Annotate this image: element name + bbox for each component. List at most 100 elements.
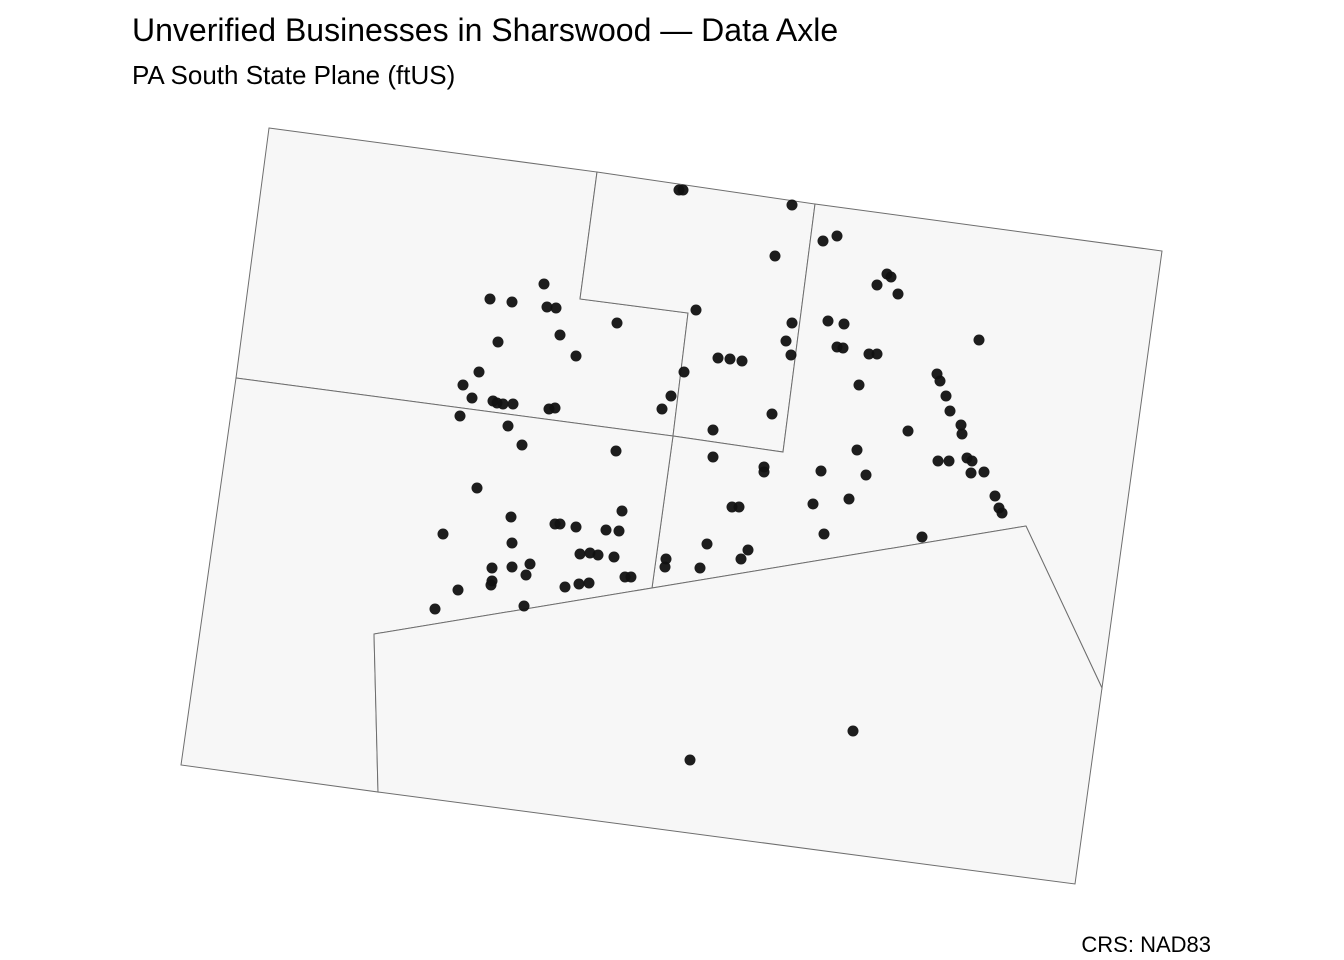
business-point — [694, 562, 706, 574]
business-point — [570, 350, 582, 362]
crs-caption: CRS: NAD83 — [1081, 932, 1211, 957]
business-point — [847, 725, 859, 737]
business-point — [736, 355, 748, 367]
business-point — [978, 466, 990, 478]
map-title: Unverified Businesses in Sharswood — Dat… — [132, 12, 839, 48]
business-point — [712, 352, 724, 364]
business-point — [701, 538, 713, 550]
business-point — [724, 353, 736, 365]
business-point — [549, 402, 561, 414]
business-point — [817, 235, 829, 247]
business-point — [940, 390, 952, 402]
business-point — [780, 335, 792, 347]
business-point — [518, 600, 530, 612]
business-point — [573, 578, 585, 590]
business-point — [608, 551, 620, 563]
tract-south — [373, 525, 1103, 885]
business-point — [502, 420, 514, 432]
business-point — [996, 507, 1008, 519]
business-point — [871, 279, 883, 291]
business-point — [785, 349, 797, 361]
business-point — [932, 455, 944, 467]
business-point — [735, 553, 747, 565]
tract-layer — [180, 127, 1163, 885]
business-point — [838, 318, 850, 330]
business-point — [497, 398, 509, 410]
business-point — [592, 549, 604, 561]
business-point — [541, 301, 553, 313]
business-point — [613, 525, 625, 537]
business-point — [524, 558, 536, 570]
business-point — [554, 329, 566, 341]
business-point — [452, 584, 464, 596]
business-point — [831, 230, 843, 242]
business-point — [600, 524, 612, 536]
business-point — [973, 334, 985, 346]
business-point — [559, 581, 571, 593]
business-point — [610, 445, 622, 457]
business-point — [520, 569, 532, 581]
business-point — [684, 754, 696, 766]
business-point — [466, 392, 478, 404]
business-point — [678, 366, 690, 378]
business-point — [892, 288, 904, 300]
business-point — [660, 553, 672, 565]
business-point — [484, 293, 496, 305]
business-point — [863, 348, 875, 360]
business-point — [944, 405, 956, 417]
business-point — [473, 366, 485, 378]
business-point — [837, 342, 849, 354]
business-point — [934, 375, 946, 387]
business-point — [766, 408, 778, 420]
business-point — [943, 455, 955, 467]
business-point — [457, 379, 469, 391]
business-point — [786, 199, 798, 211]
business-point — [574, 548, 586, 560]
business-point — [843, 493, 855, 505]
business-point — [550, 302, 562, 314]
business-point — [871, 348, 883, 360]
business-points — [429, 184, 1008, 766]
business-point — [807, 498, 819, 510]
business-point — [966, 455, 978, 467]
business-point — [677, 184, 689, 196]
business-point — [616, 505, 628, 517]
business-point — [437, 528, 449, 540]
business-point — [471, 482, 483, 494]
business-point — [707, 424, 719, 436]
business-point — [516, 439, 528, 451]
business-point — [506, 561, 518, 573]
business-point — [860, 469, 872, 481]
business-point — [822, 315, 834, 327]
business-point — [506, 537, 518, 549]
business-point — [815, 465, 827, 477]
business-point — [485, 579, 497, 591]
business-point — [611, 317, 623, 329]
business-point — [707, 451, 719, 463]
business-point — [965, 467, 977, 479]
business-point — [665, 390, 677, 402]
business-point — [429, 603, 441, 615]
business-point — [853, 379, 865, 391]
business-point — [955, 419, 967, 431]
business-point — [916, 531, 928, 543]
business-point — [989, 490, 1001, 502]
business-point — [538, 278, 550, 290]
business-point — [570, 521, 582, 533]
business-point — [659, 561, 671, 573]
business-point — [454, 410, 466, 422]
business-point — [758, 466, 770, 478]
business-point — [851, 444, 863, 456]
business-point — [583, 577, 595, 589]
business-point — [742, 544, 754, 556]
business-point — [505, 511, 517, 523]
map-subtitle: PA South State Plane (ftUS) — [132, 60, 456, 90]
business-point — [625, 571, 637, 583]
business-point — [507, 398, 519, 410]
business-point — [769, 250, 781, 262]
business-point — [554, 518, 566, 530]
business-point — [818, 528, 830, 540]
business-point — [733, 501, 745, 513]
business-point — [902, 425, 914, 437]
